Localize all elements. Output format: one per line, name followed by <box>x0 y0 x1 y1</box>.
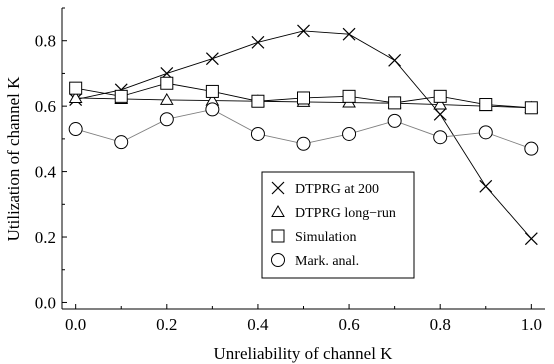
legend: DTPRG at 200 DTPRG long−run Simulation Mark… <box>261 171 415 279</box>
data-point-cross <box>433 107 447 121</box>
data-point-square <box>342 89 356 103</box>
data-point-cross <box>479 179 493 193</box>
x-tick-label: 0.2 <box>156 315 177 334</box>
data-point-square <box>433 89 447 103</box>
x-tick-label: 0.0 <box>65 315 86 334</box>
y-tick-label: 0.4 <box>35 163 57 182</box>
x-axis-label: Unreliability of channel K <box>214 344 394 363</box>
y-tick-label: 0.6 <box>35 97 56 116</box>
data-point-square <box>479 98 493 112</box>
legend-label: Mark. anal. <box>295 254 359 269</box>
data-point-square <box>388 96 402 110</box>
legend-marker-circle <box>271 253 285 267</box>
data-point-circle <box>159 112 174 127</box>
ticks-layer: 0.0 0.2 0.4 0.6 0.8 1.0 0.0 0.2 0.4 0.6 0.8 <box>35 7 542 334</box>
x-tick-label: 0.8 <box>430 315 451 334</box>
legend-marker-square <box>271 229 285 243</box>
data-point-square <box>205 84 219 98</box>
data-point-circle <box>524 141 539 156</box>
y-tick-label: 0.2 <box>35 228 56 247</box>
data-point-cross <box>251 35 265 49</box>
series-cross <box>69 24 538 246</box>
series-square <box>69 76 538 115</box>
data-point-cross <box>342 27 356 41</box>
data-point-triangle <box>68 90 83 103</box>
legend-label: Simulation <box>295 230 356 245</box>
series-circle <box>68 102 539 156</box>
data-point-circle <box>250 126 265 141</box>
data-point-square <box>251 94 265 108</box>
data-point-circle <box>68 122 83 137</box>
data-point-square <box>524 101 538 115</box>
x-tick-label: 0.6 <box>338 315 359 334</box>
legend-label: DTPRG at 200 <box>295 182 379 197</box>
legend-marker-triangle <box>271 204 285 217</box>
data-point-circle <box>114 135 129 150</box>
data-point-circle <box>433 130 448 145</box>
data-point-circle <box>387 113 402 128</box>
data-point-triangle <box>159 92 174 105</box>
data-point-cross <box>297 24 310 38</box>
data-point-cross <box>205 52 219 66</box>
data-point-circle <box>296 136 311 151</box>
data-point-square <box>114 89 128 103</box>
x-tick-label: 0.4 <box>247 315 269 334</box>
legend-label: DTPRG long−run <box>295 206 396 221</box>
data-point-cross <box>388 53 402 67</box>
data-point-square <box>297 91 310 105</box>
y-tick-label: 0.8 <box>35 32 56 51</box>
data-point-cross <box>524 232 538 246</box>
data-point-square <box>69 81 83 95</box>
x-tick-label: 1.0 <box>521 315 542 334</box>
data-point-circle <box>205 102 220 117</box>
data-point-triangle <box>433 97 448 110</box>
legend-box <box>261 171 415 279</box>
y-axis-label: Utilization of channel K <box>4 76 23 241</box>
legend-marker-cross <box>271 181 285 195</box>
data-point-circle <box>342 126 357 141</box>
data-point-square <box>160 76 174 90</box>
series-layer <box>68 24 539 246</box>
data-point-circle <box>478 125 493 140</box>
y-tick-label: 0.0 <box>35 293 56 312</box>
